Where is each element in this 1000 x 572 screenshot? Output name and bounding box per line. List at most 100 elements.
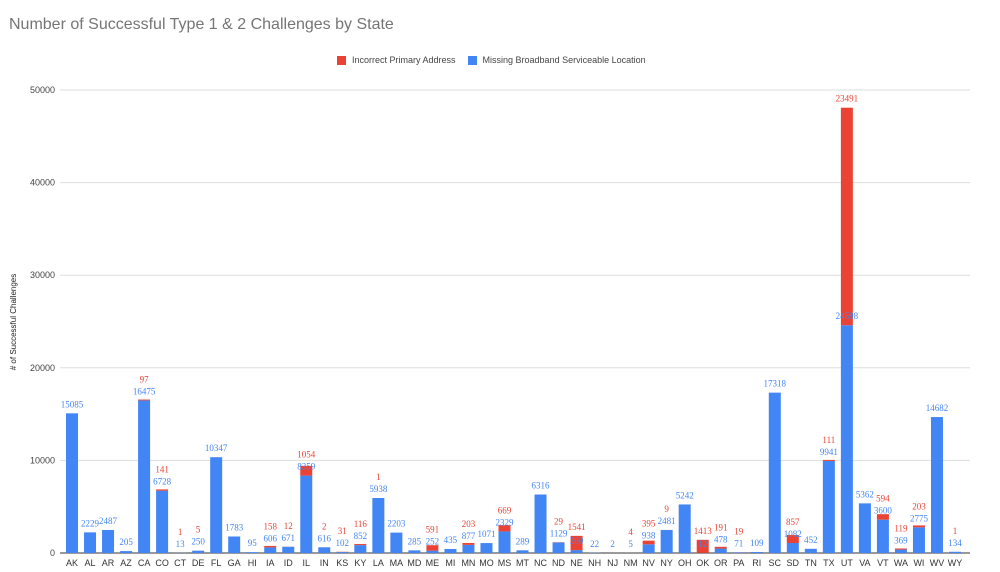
data-label-incorrect-address: 111 [822,435,835,445]
data-label-missing-bsl: 6316 [532,481,551,491]
x-tick-label: RI [752,558,761,568]
x-tick-label: GA [228,558,241,568]
bar-incorrect-address-vt [876,514,889,520]
y-axis-label: # of Successful Challenges [9,274,18,371]
x-tick-label: WY [948,558,963,568]
x-tick-label: MS [498,558,512,568]
bar-missing-bsl-az [120,551,133,553]
x-tick-label: AL [85,558,96,568]
bar-missing-bsl-ia [264,547,277,553]
bar-missing-bsl-wv [930,417,943,553]
data-label-missing-bsl: 9941 [820,447,838,457]
bar-missing-bsl-ca [138,400,151,553]
legend-item-incorrect-primary-address[interactable]: Incorrect Primary Address [337,55,456,65]
data-label-missing-bsl: 3600 [874,506,893,516]
x-tick-label: AR [102,558,115,568]
bar-missing-bsl-mn [462,544,475,553]
data-label-missing-bsl: 2481 [658,516,676,526]
x-tick-label: NM [624,558,638,568]
data-label-missing-bsl: 1071 [477,529,495,539]
bar-missing-bsl-wa [894,549,907,553]
data-label-missing-bsl: 2329 [495,517,514,527]
bar-missing-bsl-me [426,550,439,553]
data-label-missing-bsl: 102 [336,538,350,548]
legend-swatch-red [337,55,346,65]
bar-incorrect-address-wi [912,525,925,528]
data-label-incorrect-address: 203 [462,519,476,529]
data-label-missing-bsl: 2 [610,539,615,549]
legend-swatch-blue [467,55,477,65]
x-tick-label: OK [696,558,709,568]
x-tick-label: ME [426,558,440,568]
legend: Incorrect Primary Address Missing Broadb… [337,55,646,65]
data-label-missing-bsl: 95 [248,538,258,548]
y-tick-label: 10000 [30,455,55,465]
x-tick-label: HI [248,558,257,568]
x-tick-label: WV [930,558,945,568]
bar-missing-bsl-or [714,548,727,553]
bar-missing-bsl-nv [642,544,655,553]
bar-missing-bsl-ms [498,531,511,553]
x-tick-label: TN [805,558,817,568]
bar-incorrect-address-ca [138,399,151,401]
bar-missing-bsl-la [372,498,385,553]
x-tick-label: CT [174,558,186,568]
bar-incorrect-address-me [426,545,439,551]
data-label-missing-bsl: 2203 [387,519,406,529]
data-label-incorrect-address: 116 [354,519,368,529]
data-label-missing-bsl: 2487 [99,516,118,526]
data-label-missing-bsl: 6728 [153,477,172,487]
data-label-missing-bsl: 452 [804,535,818,545]
legend-item-missing-bsl[interactable]: Missing Broadband Serviceable Location [467,55,646,65]
data-label-incorrect-address: 31 [338,526,347,536]
bar-missing-bsl-nc [534,494,547,553]
bar-incorrect-address-ok [696,539,709,553]
data-label-missing-bsl: 12 [698,539,707,549]
chart-title: Number of Successful Type 1 & 2 Challeng… [9,16,394,33]
x-tick-label: IL [303,558,311,568]
data-label-missing-bsl: 10347 [205,443,228,453]
bar-incorrect-address-il [300,465,313,476]
data-label-missing-bsl: 289 [516,536,530,546]
x-tick-label: IA [266,558,275,568]
data-label-missing-bsl: 606 [263,533,277,543]
x-tick-label: WI [913,558,924,568]
x-tick-label: NC [534,558,547,568]
data-label-missing-bsl: 309 [570,536,584,546]
data-label-missing-bsl: 5 [628,539,633,549]
data-label-missing-bsl: 2775 [910,513,929,523]
data-label-missing-bsl: 852 [354,531,368,541]
x-tick-label: AK [66,558,78,568]
bar-missing-bsl-ks [336,552,349,553]
bar-missing-bsl-ri [750,551,763,553]
data-label-missing-bsl: 877 [462,531,476,541]
data-label-incorrect-address: 29 [554,517,564,527]
data-label-incorrect-address: 669 [498,505,512,515]
bar-incorrect-address-tx [822,459,835,461]
data-label-incorrect-address: 19 [734,526,744,536]
bar-incorrect-address-ms [498,525,511,532]
x-tick-label: MT [516,558,529,568]
data-label-missing-bsl: 24598 [836,311,859,321]
x-tick-label: VT [877,558,889,568]
data-label-incorrect-address: 1054 [297,450,316,460]
legend-label: Missing Broadband Serviceable Location [482,55,646,65]
y-tick-label: 0 [50,548,55,558]
data-label-incorrect-address: 141 [155,465,169,475]
x-tick-label: KS [336,558,348,568]
bar-missing-bsl-de [192,550,205,553]
x-tick-label: MN [461,558,475,568]
bar-incorrect-address-co [156,489,169,491]
data-label-missing-bsl: 134 [948,538,962,548]
data-label-missing-bsl: 938 [642,530,656,540]
bar-missing-bsl-co [156,490,169,553]
bar-missing-bsl-tn [804,548,817,553]
x-tick-label: AZ [120,558,132,568]
data-label-incorrect-address: 395 [642,518,656,528]
x-tick-label: MO [479,558,494,568]
bar-incorrect-address-nv [642,540,655,545]
x-tick-label: IN [320,558,329,568]
x-tick-label: VA [859,558,870,568]
data-label-missing-bsl: 285 [408,536,422,546]
bar-missing-bsl-ne [570,550,583,553]
